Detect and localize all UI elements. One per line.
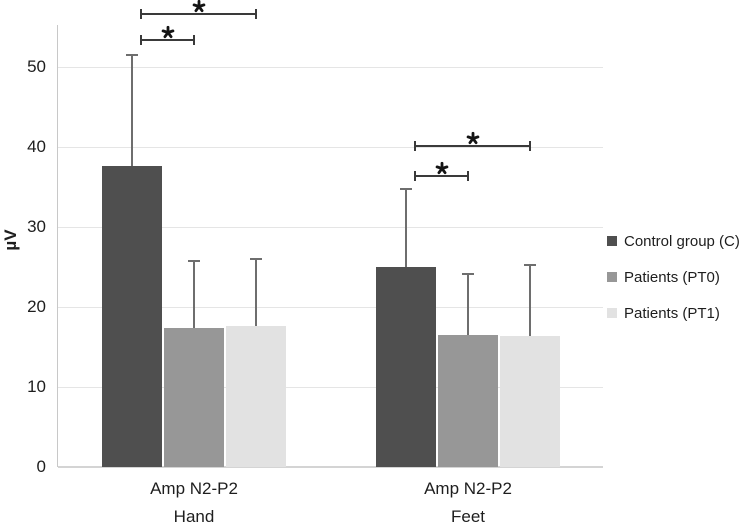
bar [500, 335, 560, 467]
x-axis-baseline [58, 466, 603, 468]
y-tick-label: 0 [36, 457, 46, 476]
error-bar-cap [524, 263, 536, 266]
significance-bracket-tick [140, 35, 142, 45]
legend-swatch-icon [607, 236, 617, 246]
significance-bracket-tick [467, 171, 469, 181]
error-bar-cap [400, 187, 412, 190]
legend-item: Patients (PT0) [607, 268, 740, 286]
legend-swatch-icon [607, 272, 617, 282]
error-bar [405, 188, 407, 267]
x-category-label: Amp N2-P2 [424, 479, 512, 498]
significance-bracket-tick [414, 141, 416, 151]
legend-item: Control group (C) [607, 232, 740, 250]
significance-asterisk-icon [192, 0, 206, 13]
bar [102, 166, 162, 467]
significance-bracket [141, 13, 256, 15]
significance-bracket-tick [414, 171, 416, 181]
legend-item: Patients (PT1) [607, 304, 740, 322]
gridline [58, 67, 603, 68]
significance-bracket [415, 175, 468, 177]
significance-bracket [141, 39, 194, 41]
error-bar-cap [188, 259, 200, 262]
bar [376, 267, 436, 467]
y-tick-label: 10 [27, 377, 46, 396]
legend-label: Control group (C) [624, 232, 740, 250]
gridline [58, 227, 603, 228]
bar [438, 335, 498, 467]
significance-bracket-tick [140, 9, 142, 19]
error-bar-cap [126, 54, 138, 56]
bar [226, 326, 286, 467]
legend-label: Patients (PT0) [624, 268, 720, 286]
error-bar-cap [462, 273, 474, 276]
bar [164, 327, 224, 467]
y-tick-label: 40 [27, 137, 46, 156]
error-bar [467, 274, 469, 335]
x-category-label: Amp N2-P2 [150, 479, 238, 498]
legend-label: Patients (PT1) [624, 304, 720, 322]
y-tick-label: 30 [27, 217, 46, 236]
legend: Control group (C) Patients (PT0) Patients … [607, 232, 740, 322]
significance-bracket-tick [255, 9, 257, 19]
significance-bracket-tick [193, 35, 195, 45]
gridline [58, 147, 603, 148]
significance-bracket-tick [529, 141, 531, 151]
y-tick-label: 20 [27, 297, 46, 316]
legend-swatch-icon [607, 308, 617, 318]
error-bar [255, 259, 257, 327]
gridline [58, 387, 603, 388]
y-tick-label: 50 [27, 57, 46, 76]
error-bar [193, 260, 195, 328]
x-category-sublabel: Hand [173, 507, 215, 526]
significance-bracket [415, 145, 530, 147]
error-bar [131, 55, 133, 167]
gridline [58, 307, 603, 308]
x-category-sublabel: Feet [450, 507, 486, 526]
significance-asterisk-icon [161, 25, 175, 39]
y-axis-line [57, 25, 58, 467]
error-bar [529, 264, 531, 336]
significance-asterisk-icon [466, 131, 480, 145]
significance-asterisk-icon [435, 161, 449, 175]
error-bar-cap [250, 258, 262, 260]
